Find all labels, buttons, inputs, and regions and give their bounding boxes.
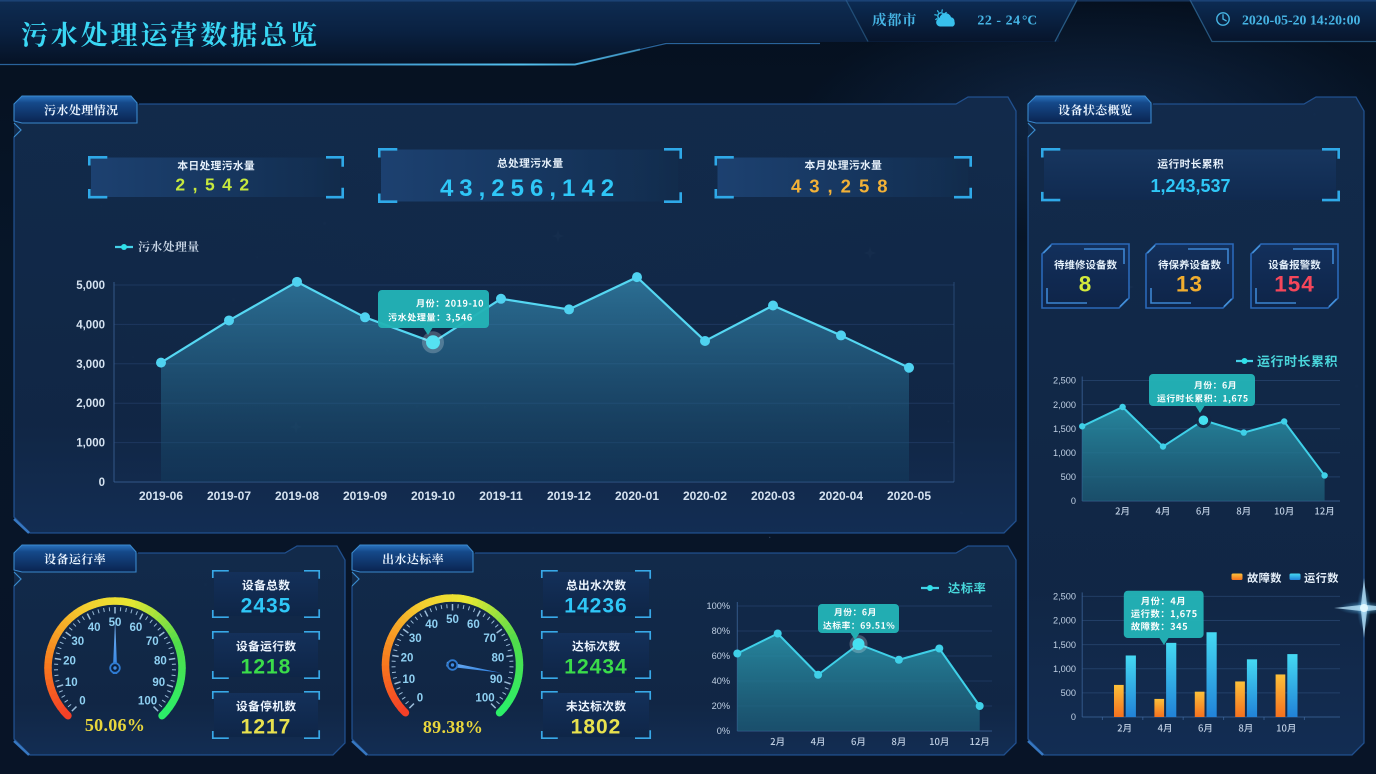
svg-text:90: 90 (152, 677, 165, 689)
svg-text:2019-07: 2019-07 (207, 489, 251, 503)
svg-text:13: 13 (1176, 272, 1203, 297)
svg-text:43,258: 43,258 (791, 176, 896, 197)
svg-text:154: 154 (1274, 272, 1315, 297)
svg-text:0%: 0% (717, 726, 730, 736)
svg-text:2020-05: 2020-05 (887, 489, 931, 503)
svg-text:40: 40 (425, 619, 438, 631)
svg-text:2019-08: 2019-08 (275, 489, 319, 503)
svg-text:80: 80 (492, 653, 505, 665)
svg-text:90: 90 (490, 674, 503, 686)
svg-text:2,000: 2,000 (1053, 400, 1076, 410)
svg-text:60: 60 (467, 619, 480, 631)
svg-text:80%: 80% (712, 626, 730, 636)
svg-text:2020-05-20 14:20:00: 2020-05-20 14:20:00 (1242, 13, 1361, 28)
svg-text:30: 30 (71, 636, 84, 648)
svg-text:2,542: 2,542 (175, 175, 256, 195)
svg-text:2020-04: 2020-04 (819, 489, 863, 503)
svg-text:1218: 1218 (241, 656, 292, 679)
svg-text:100: 100 (138, 695, 157, 707)
svg-text:500: 500 (1061, 472, 1076, 482)
svg-text:22 - 24: 22 - 24 (977, 14, 1020, 29)
svg-text:°C: °C (1022, 13, 1037, 28)
svg-text:2019-10: 2019-10 (411, 489, 455, 503)
svg-text:2020-02: 2020-02 (683, 489, 727, 503)
svg-text:0: 0 (1071, 712, 1076, 722)
svg-text:40: 40 (88, 622, 101, 634)
svg-text:1,500: 1,500 (1053, 640, 1076, 650)
svg-text:60: 60 (129, 622, 142, 634)
svg-text:1802: 1802 (571, 716, 622, 739)
svg-text:1217: 1217 (241, 716, 292, 739)
svg-text:500: 500 (1061, 688, 1076, 698)
svg-text:70: 70 (146, 636, 159, 648)
svg-text:5,000: 5,000 (76, 280, 105, 292)
svg-text:1,000: 1,000 (76, 438, 105, 450)
svg-text:89.38%: 89.38% (423, 717, 483, 737)
svg-text:2020-03: 2020-03 (751, 489, 795, 503)
svg-text:0: 0 (79, 695, 85, 707)
svg-text:10: 10 (65, 677, 78, 689)
svg-text:2019-06: 2019-06 (139, 489, 183, 503)
svg-text:80: 80 (154, 656, 167, 668)
svg-text:100%: 100% (707, 601, 731, 611)
svg-text:2019-09: 2019-09 (343, 489, 387, 503)
svg-text:20: 20 (401, 653, 414, 665)
svg-text:2020-01: 2020-01 (615, 489, 659, 503)
svg-text:2,000: 2,000 (76, 398, 105, 410)
svg-text:1,000: 1,000 (1053, 664, 1076, 674)
svg-text:2,000: 2,000 (1053, 616, 1076, 626)
svg-text:30: 30 (409, 633, 422, 645)
svg-text:43,256,142: 43,256,142 (440, 175, 620, 202)
svg-text:0: 0 (99, 477, 105, 489)
svg-text:10: 10 (402, 674, 415, 686)
svg-text:20%: 20% (712, 701, 730, 711)
svg-text:1,500: 1,500 (1053, 424, 1076, 434)
svg-text:20: 20 (63, 656, 76, 668)
svg-text:2435: 2435 (241, 595, 292, 618)
svg-text:60%: 60% (712, 651, 730, 661)
svg-text:2019-11: 2019-11 (479, 489, 523, 503)
svg-text:1,000: 1,000 (1053, 448, 1076, 458)
svg-text:50: 50 (446, 614, 459, 626)
svg-text:8: 8 (1079, 272, 1093, 297)
svg-text:12434: 12434 (564, 656, 627, 679)
svg-text:100: 100 (475, 692, 494, 704)
svg-text:3,000: 3,000 (76, 359, 105, 371)
svg-text:40%: 40% (712, 676, 730, 686)
svg-text:4,000: 4,000 (76, 319, 105, 331)
svg-text:2,500: 2,500 (1053, 376, 1076, 386)
svg-text:2,500: 2,500 (1053, 592, 1076, 602)
svg-text:2019-12: 2019-12 (547, 489, 591, 503)
svg-text:0: 0 (417, 692, 423, 704)
svg-text:50.06%: 50.06% (85, 715, 145, 735)
svg-text:0: 0 (1071, 496, 1076, 506)
svg-text:14236: 14236 (564, 595, 627, 618)
svg-text:70: 70 (483, 633, 496, 645)
svg-text:1,243,537: 1,243,537 (1150, 176, 1230, 196)
